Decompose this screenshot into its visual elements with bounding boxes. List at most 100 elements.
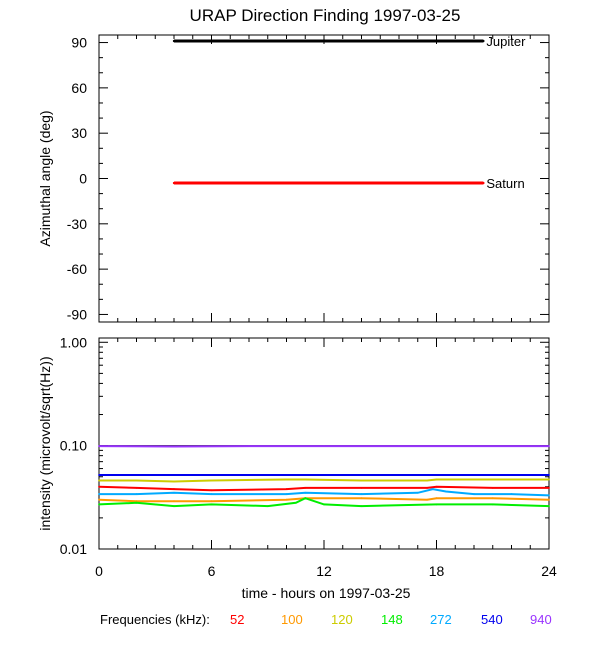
plot-frame (98, 34, 550, 323)
data-point (491, 497, 494, 500)
data-point (294, 501, 297, 504)
data-point (435, 503, 438, 506)
data-point (548, 445, 550, 447)
data-point (482, 181, 485, 185)
data-point (173, 488, 175, 490)
data-point (304, 497, 307, 500)
y-axis-label: Azimuthal angle (deg) (37, 110, 53, 246)
data-point (431, 488, 434, 490)
data-point (426, 487, 429, 489)
data-point (135, 493, 138, 495)
plot-frame (98, 337, 550, 550)
data-point (210, 503, 213, 506)
frequency-148-label: 148 (381, 612, 403, 627)
data-point (173, 505, 175, 508)
frequency-940-label: 940 (530, 612, 552, 627)
data-point (98, 498, 100, 501)
frequency-120-label: 120 (331, 612, 353, 627)
data-point (98, 474, 100, 476)
frequency-540-label: 540 (481, 612, 503, 627)
data-point (173, 500, 175, 503)
data-point (491, 503, 494, 506)
data-point (426, 479, 429, 482)
data-point (172, 181, 176, 185)
data-point (210, 493, 213, 495)
data-point (426, 498, 429, 501)
frequency-legend: Frequencies (kHz): 52 100 120 148 272 540 940 (0, 612, 600, 632)
y-tick-label: 0.10 (60, 438, 87, 454)
series-line-100 (98, 497, 550, 503)
series-line-148 (98, 497, 550, 508)
data-point (98, 445, 100, 447)
data-point (473, 474, 475, 476)
data-point (323, 445, 325, 447)
data-point (98, 493, 100, 495)
data-point (398, 474, 400, 476)
data-point (135, 500, 138, 503)
y-tick-label: 0 (79, 171, 87, 187)
data-point (323, 474, 325, 476)
data-point (304, 491, 307, 494)
data-point (548, 494, 550, 497)
data-point (491, 478, 494, 481)
data-point (98, 485, 100, 488)
data-point (360, 493, 363, 495)
frequency-272-label: 272 (430, 612, 452, 627)
data-point (285, 488, 288, 490)
data-point (548, 474, 550, 476)
data-point (248, 474, 250, 476)
data-point (135, 479, 138, 482)
data-point (435, 478, 438, 481)
data-point (210, 500, 213, 503)
data-point (548, 478, 550, 481)
data-point (173, 474, 175, 476)
data-point (135, 501, 138, 504)
data-point (482, 39, 485, 43)
series-line-120 (99, 478, 549, 483)
data-point (416, 491, 419, 494)
data-point (98, 479, 100, 482)
data-point (285, 493, 288, 495)
x-tick-label: 0 (95, 563, 103, 579)
y-tick-label: -60 (67, 261, 87, 277)
data-point (548, 487, 550, 489)
y-tick-label: 90 (71, 35, 87, 51)
data-point (172, 39, 176, 43)
data-point (435, 485, 438, 488)
chart-title: URAP Direction Finding 1997-03-25 (190, 6, 461, 25)
data-point (173, 445, 175, 448)
data-point (435, 497, 438, 500)
series-line-52 (98, 485, 549, 492)
data-point (304, 478, 307, 481)
y-tick-label: 60 (71, 80, 87, 96)
data-point (360, 505, 363, 508)
frequency-100-label: 100 (281, 612, 303, 627)
y-tick-label: -90 (67, 306, 87, 322)
data-point (360, 479, 363, 482)
x-tick-label: 12 (316, 563, 332, 579)
data-point (510, 493, 513, 495)
data-point (473, 445, 475, 447)
frequencies-label: Frequencies (kHz): (100, 612, 210, 627)
data-point (173, 480, 175, 483)
azimuth-panel: 90 60 30 0 -30 -60 -90 Azimuthal angle (deg) Jup… (37, 34, 550, 323)
data-point (398, 445, 400, 447)
data-point (548, 505, 550, 508)
x-tick-label: 18 (429, 563, 445, 579)
data-point (473, 493, 475, 495)
data-point (210, 479, 213, 482)
series-label-saturn: Saturn (486, 176, 524, 191)
data-point (444, 490, 447, 493)
intensity-panel: 0 6 12 18 24 1.00 0.10 0.01 intensity (microvolt… (37, 334, 557, 579)
y-tick-label: 0.01 (60, 541, 87, 557)
y-tick-label: 1.00 (60, 334, 87, 350)
data-point (266, 505, 269, 508)
data-point (323, 503, 325, 506)
data-point (285, 478, 288, 481)
y-axis-label: intensity (microvolt/sqrt(Hz)) (37, 356, 53, 530)
data-point (548, 498, 550, 501)
data-point (285, 498, 288, 501)
data-point (210, 489, 213, 492)
data-point (491, 487, 494, 489)
